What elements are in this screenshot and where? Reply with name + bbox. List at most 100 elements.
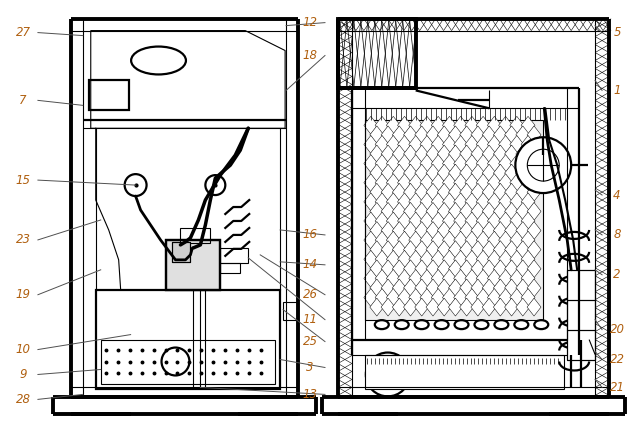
Polygon shape — [460, 260, 474, 278]
Polygon shape — [442, 289, 456, 307]
Polygon shape — [521, 135, 535, 153]
Polygon shape — [381, 260, 395, 278]
Polygon shape — [375, 135, 389, 153]
Polygon shape — [364, 231, 378, 249]
Polygon shape — [449, 145, 462, 163]
Polygon shape — [387, 135, 400, 153]
Polygon shape — [449, 222, 462, 240]
Polygon shape — [465, 135, 479, 153]
Polygon shape — [510, 155, 524, 173]
Polygon shape — [449, 260, 462, 278]
Polygon shape — [392, 164, 406, 182]
Polygon shape — [460, 164, 474, 182]
Polygon shape — [442, 174, 456, 192]
Polygon shape — [387, 155, 400, 173]
Polygon shape — [364, 155, 378, 173]
Polygon shape — [437, 145, 451, 163]
Text: 28: 28 — [15, 393, 31, 406]
Polygon shape — [426, 241, 440, 259]
Bar — [338, 19, 416, 89]
Bar — [220, 263, 240, 273]
Polygon shape — [521, 155, 535, 173]
Polygon shape — [381, 222, 395, 240]
Polygon shape — [431, 155, 445, 173]
Polygon shape — [454, 250, 468, 268]
Polygon shape — [426, 202, 440, 220]
Polygon shape — [364, 212, 378, 230]
Polygon shape — [449, 164, 462, 182]
Polygon shape — [460, 145, 474, 163]
Polygon shape — [504, 241, 518, 259]
Polygon shape — [381, 241, 395, 259]
Text: 21: 21 — [609, 381, 625, 394]
Polygon shape — [375, 269, 389, 287]
Polygon shape — [370, 183, 384, 201]
Polygon shape — [499, 231, 513, 249]
Polygon shape — [392, 241, 406, 259]
Polygon shape — [387, 212, 400, 230]
Polygon shape — [465, 174, 479, 192]
Polygon shape — [404, 183, 417, 201]
Polygon shape — [499, 155, 513, 173]
Text: 20: 20 — [609, 323, 625, 336]
Polygon shape — [471, 202, 485, 220]
Polygon shape — [476, 250, 490, 268]
Polygon shape — [499, 269, 513, 287]
Polygon shape — [409, 269, 423, 287]
Polygon shape — [409, 193, 423, 211]
Polygon shape — [482, 298, 496, 316]
Polygon shape — [516, 126, 530, 144]
Polygon shape — [375, 250, 389, 268]
Polygon shape — [392, 260, 406, 278]
Polygon shape — [415, 126, 429, 144]
Text: 3: 3 — [307, 361, 314, 374]
Polygon shape — [420, 155, 434, 173]
Polygon shape — [431, 231, 445, 249]
Polygon shape — [442, 212, 456, 230]
Polygon shape — [381, 126, 395, 144]
Polygon shape — [476, 231, 490, 249]
Polygon shape — [449, 126, 462, 144]
Polygon shape — [471, 183, 485, 201]
Polygon shape — [442, 116, 456, 134]
Polygon shape — [510, 212, 524, 230]
Text: 11: 11 — [303, 313, 317, 326]
Polygon shape — [426, 298, 440, 316]
Polygon shape — [404, 298, 417, 316]
Polygon shape — [488, 212, 501, 230]
Polygon shape — [431, 174, 445, 192]
Polygon shape — [527, 260, 541, 278]
Polygon shape — [409, 250, 423, 268]
Polygon shape — [482, 222, 496, 240]
Polygon shape — [370, 241, 384, 259]
Polygon shape — [493, 202, 508, 220]
Polygon shape — [504, 279, 518, 297]
Polygon shape — [381, 183, 395, 201]
Polygon shape — [397, 212, 412, 230]
Polygon shape — [516, 260, 530, 278]
Polygon shape — [449, 279, 462, 297]
Polygon shape — [476, 135, 490, 153]
Polygon shape — [415, 164, 429, 182]
Polygon shape — [409, 116, 423, 134]
Polygon shape — [465, 155, 479, 173]
Polygon shape — [431, 193, 445, 211]
Text: 22: 22 — [609, 353, 625, 366]
Polygon shape — [375, 231, 389, 249]
Polygon shape — [516, 241, 530, 259]
Polygon shape — [431, 212, 445, 230]
Polygon shape — [392, 183, 406, 201]
Polygon shape — [488, 155, 501, 173]
Bar — [166, 240, 220, 290]
Polygon shape — [465, 116, 479, 134]
Polygon shape — [460, 183, 474, 201]
Polygon shape — [387, 250, 400, 268]
Bar — [173, 242, 191, 262]
Polygon shape — [387, 231, 400, 249]
Polygon shape — [482, 126, 496, 144]
Polygon shape — [454, 135, 468, 153]
Polygon shape — [431, 116, 445, 134]
Polygon shape — [415, 202, 429, 220]
Polygon shape — [370, 298, 384, 316]
Polygon shape — [420, 250, 434, 268]
